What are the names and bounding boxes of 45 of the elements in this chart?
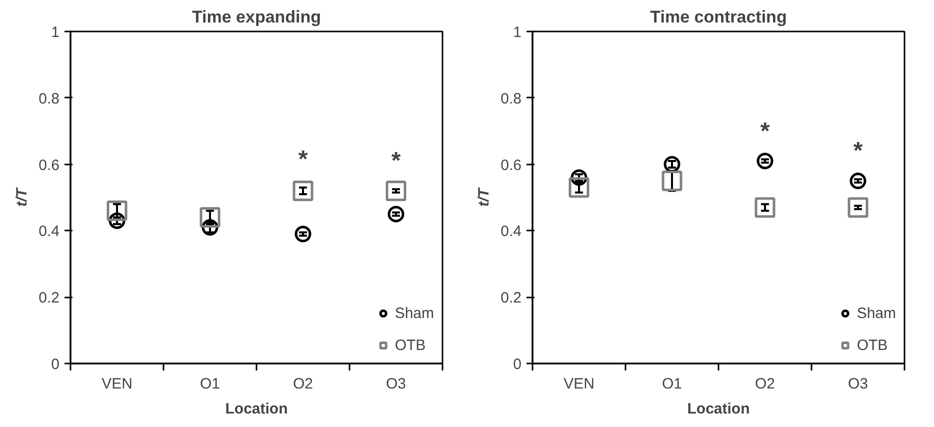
point [106,200,128,222]
y-tick-label: 0.4 [500,223,522,240]
annotation: * [391,148,402,175]
y-tick-label: 0.4 [38,223,60,240]
legend-label: OTB [394,336,426,354]
x-axis-title: Location [687,400,750,418]
y-axis-title: t/T [14,186,31,207]
x-tick-label: O1 [662,376,682,392]
y-tick-label: 0.8 [500,90,522,108]
x-tick-label: O1 [200,376,220,392]
point [848,197,868,218]
point [850,172,866,190]
y-axis-title: t/T [476,186,493,207]
legend-label: Sham [856,304,896,322]
point [388,206,404,222]
y-tick-label: 0.2 [500,290,522,307]
y-tick-label: 0.6 [500,156,522,174]
annotation: * [760,118,770,145]
x-tick-label: O2 [292,376,314,392]
y-tick-label: 1 [51,24,60,41]
x-tick-label: VEN [564,376,594,392]
y-tick-label: 1 [513,24,522,41]
x-tick-label: O3 [386,376,406,392]
x-tick-label: VEN [102,376,132,392]
legend-label: OTB [856,336,888,354]
annotation: * [853,138,864,165]
legend-label: Sham [394,304,434,322]
chart-title: Time contracting [650,8,787,26]
point [568,177,590,198]
y-tick-label: 0.8 [38,90,60,108]
x-axis-title: Location [225,400,288,418]
y-tick-label: 0 [51,356,60,373]
y-tick-label: 0.2 [38,290,60,307]
chart-title: Time expanding [192,8,322,26]
point [294,226,312,242]
y-tick-label: 0 [513,356,522,373]
annotation: * [298,146,308,174]
point [292,180,314,202]
x-tick-label: O3 [848,376,868,392]
point [386,180,406,202]
point [756,152,774,170]
y-tick-label: 0.6 [38,156,60,174]
point [754,197,776,218]
point [200,207,220,228]
x-tick-label: O2 [754,376,776,392]
